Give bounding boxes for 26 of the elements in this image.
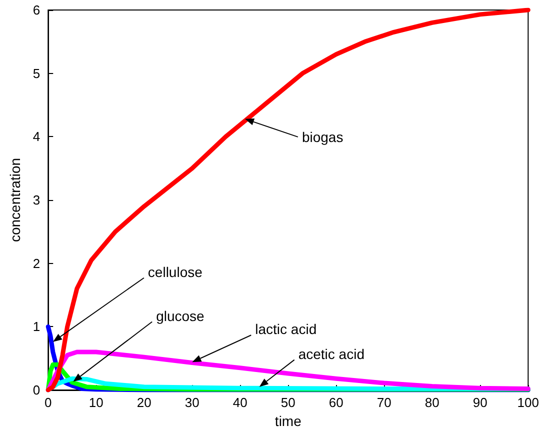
annotation: biogas (302, 128, 344, 145)
x-tick-label: 40 (232, 395, 248, 410)
x-tick-label: 50 (280, 395, 296, 410)
y-tick-label: 3 (32, 192, 40, 208)
annotation: glucose (156, 308, 205, 324)
annotation: cellulose (148, 264, 203, 280)
y-axis-title: concentration (7, 158, 23, 242)
y-tick-label: 6 (32, 2, 40, 18)
y-tick-label: 4 (32, 129, 40, 144)
x-tick-label: 80 (424, 395, 440, 410)
y-tick-label: 1 (32, 319, 40, 334)
annotation: acetic acid (298, 346, 364, 362)
x-tick-label: 70 (376, 395, 392, 410)
x-axis-title: time (274, 413, 302, 429)
y-tick-label: 5 (32, 66, 40, 81)
x-tick-label: 10 (88, 395, 104, 410)
x-tick-label: 0 (44, 395, 52, 410)
y-tick-label: 2 (32, 256, 40, 271)
annotation: lactic acid (255, 321, 317, 338)
x-tick-label: 100 (517, 395, 540, 410)
x-tick-label: 20 (136, 395, 152, 410)
x-tick-label: 60 (328, 395, 344, 410)
x-tick-label: 90 (472, 395, 488, 410)
x-tick-label: 30 (184, 395, 200, 410)
line-series (46, 8, 530, 392)
y-tick-label: 0 (32, 382, 40, 398)
